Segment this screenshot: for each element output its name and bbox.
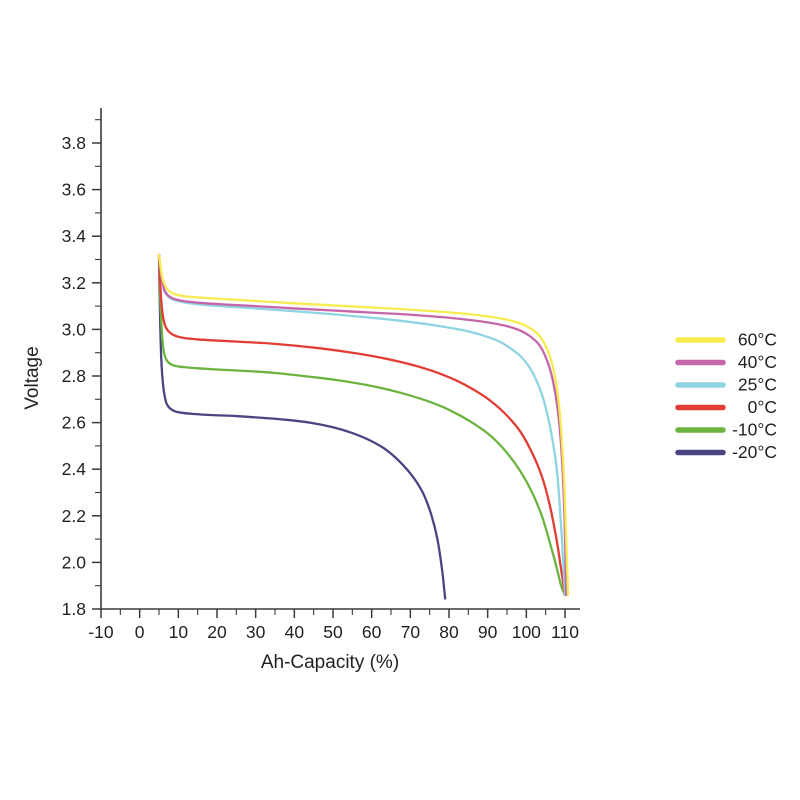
x-tick-label: -10 xyxy=(88,622,114,642)
y-tick-label: 1.8 xyxy=(62,599,86,619)
x-tick-label: 70 xyxy=(401,622,421,642)
legend-label: 0°C xyxy=(748,397,777,417)
x-tick-label: 0 xyxy=(135,622,145,642)
y-tick-label: 3.4 xyxy=(62,226,87,246)
series-line-60C xyxy=(157,253,570,597)
x-axis-title: Ah-Capacity (%) xyxy=(261,652,399,673)
x-tick-label: 10 xyxy=(169,622,189,642)
x-tick-label: 80 xyxy=(439,622,459,642)
y-tick-label: 3.2 xyxy=(62,273,86,293)
y-tick-label: 3.8 xyxy=(62,133,86,153)
legend-label: 60°C xyxy=(738,330,777,350)
y-tick-label: 2.2 xyxy=(62,506,86,526)
series-line-0C xyxy=(157,253,567,597)
x-tick-label: 40 xyxy=(285,622,305,642)
x-tick-label: 50 xyxy=(323,622,343,642)
series-line-40C xyxy=(157,253,568,597)
y-tick-label: 2.4 xyxy=(62,459,87,479)
legend-label: -10°C xyxy=(732,420,777,440)
x-tick-label: 100 xyxy=(512,622,541,642)
legend-label: 40°C xyxy=(738,352,777,372)
y-tick-label: 3.0 xyxy=(62,319,87,339)
legend-label: -20°C xyxy=(732,442,777,462)
x-tick-label: 20 xyxy=(207,622,227,642)
series-group xyxy=(157,253,570,600)
y-tick-label: 3.6 xyxy=(62,180,86,200)
series-line--10C xyxy=(157,253,567,597)
y-tick-label: 2.6 xyxy=(62,413,86,433)
y-axis-ticks: 1.8 2.0 2.2 2.4 2.6 2.8 3.0 3.2 3.4 3.6 3.8 xyxy=(62,119,101,619)
y-axis-title: Voltage xyxy=(22,346,43,409)
legend-label: 25°C xyxy=(738,375,777,395)
x-tick-label: 60 xyxy=(362,622,382,642)
x-tick-label: 90 xyxy=(478,622,498,642)
x-tick-label: 30 xyxy=(246,622,266,642)
x-axis-ticks: -10 0 10 20 30 40 50 60 70 80 90 100 110 xyxy=(88,609,579,642)
series-line--20C xyxy=(157,253,447,600)
y-tick-label: 2.8 xyxy=(62,366,86,386)
legend: 60°C40°C 25°C0°C -10°C-20°C xyxy=(675,330,777,462)
y-tick-label: 2.0 xyxy=(62,552,87,572)
x-tick-label: 110 xyxy=(551,622,579,642)
